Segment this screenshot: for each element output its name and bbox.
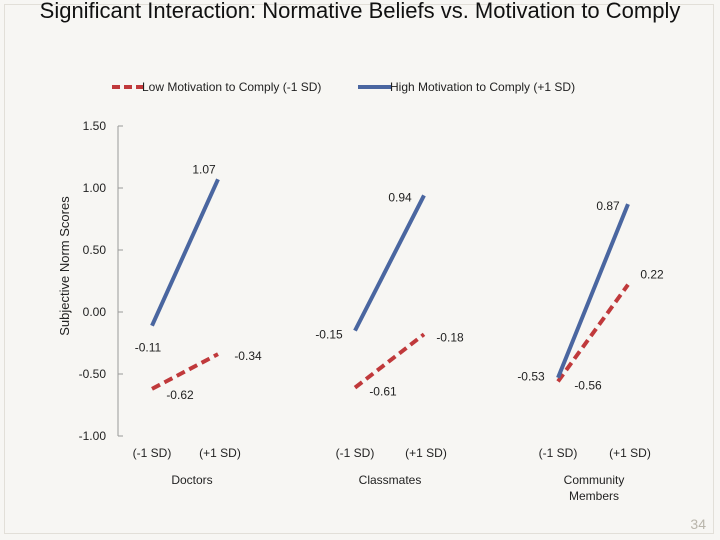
data-label-high: -0.11 — [135, 341, 162, 355]
x-point-label: (+1 SD) — [405, 446, 447, 460]
legend-swatch-low — [112, 85, 146, 89]
group-label: Classmates — [359, 473, 422, 487]
y-tick-label: 0.00 — [83, 305, 107, 319]
data-label-low: -0.61 — [369, 385, 397, 399]
series-line-low — [353, 332, 426, 390]
series-line-low — [556, 283, 630, 383]
legend-label-low: Low Motivation to Comply (-1 SD) — [142, 80, 322, 94]
y-tick-label: 1.00 — [83, 181, 107, 195]
chart-title: Significant Interaction: Normative Belie… — [39, 0, 681, 23]
x-point-label: (-1 SD) — [539, 446, 578, 460]
data-label-low: 0.22 — [640, 268, 664, 282]
data-label-high: 0.94 — [388, 190, 412, 204]
series-line-low — [151, 352, 219, 391]
series-line-high — [353, 194, 426, 332]
data-label-high: 0.87 — [596, 199, 620, 213]
y-tick-label: 0.50 — [83, 243, 107, 257]
x-point-label: (-1 SD) — [336, 446, 375, 460]
data-label-low: -0.18 — [436, 330, 464, 344]
series-line-high — [150, 178, 220, 327]
group-label: Community — [564, 473, 625, 487]
data-label-high: 1.07 — [192, 162, 216, 176]
slide-frame — [4, 4, 714, 534]
data-label-high: -0.53 — [517, 370, 545, 384]
data-label-low: -0.62 — [166, 388, 194, 402]
group-label: Doctors — [171, 473, 212, 487]
group-label: Members — [569, 489, 619, 503]
data-label-low: -0.34 — [234, 349, 262, 363]
series-line-high — [556, 203, 630, 379]
chart-legend: Low Motivation to Comply (-1 SD) High Mo… — [0, 78, 720, 98]
x-point-label: (+1 SD) — [199, 446, 241, 460]
x-point-label: (+1 SD) — [609, 446, 651, 460]
y-tick-label: -1.00 — [79, 429, 107, 443]
legend-swatch-high — [358, 85, 392, 89]
data-label-high: -0.15 — [315, 328, 343, 342]
data-label-low: -0.56 — [574, 378, 602, 392]
page-number: 34 — [690, 516, 706, 532]
x-point-label: (-1 SD) — [133, 446, 172, 460]
legend-label-high: High Motivation to Comply (+1 SD) — [390, 80, 576, 94]
y-tick-label: 1.50 — [83, 119, 107, 133]
y-tick-label: -0.50 — [79, 367, 107, 381]
